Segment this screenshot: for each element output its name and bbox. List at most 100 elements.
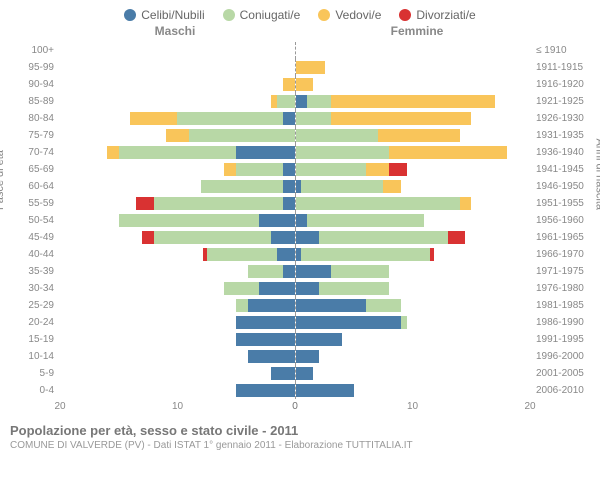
age-label: 80-84	[8, 110, 60, 127]
bar-female	[296, 112, 531, 125]
bar-male	[60, 129, 295, 142]
bar-seg-co	[307, 214, 424, 227]
bar-seg-v	[130, 112, 177, 125]
bar-seg-co	[296, 146, 390, 159]
age-label: 85-89	[8, 93, 60, 110]
male-pane	[60, 212, 296, 229]
bar-seg-co	[296, 163, 366, 176]
pyramid-row: 80-841926-1930	[8, 110, 592, 127]
birth-label: 1961-1965	[530, 229, 592, 246]
bar-seg-c	[296, 333, 343, 346]
bar-female	[296, 214, 531, 227]
bar-seg-co	[248, 265, 283, 278]
bar-seg-v	[296, 61, 325, 74]
bar-female	[296, 265, 531, 278]
bar-seg-c	[236, 333, 295, 346]
female-pane	[296, 297, 531, 314]
bar-seg-co	[154, 197, 283, 210]
pyramid-row: 10-141996-2000	[8, 348, 592, 365]
male-pane	[60, 93, 296, 110]
bar-seg-v	[283, 78, 295, 91]
male-pane	[60, 144, 296, 161]
pyramid-row: 60-641946-1950	[8, 178, 592, 195]
male-pane	[60, 229, 296, 246]
bar-female	[296, 61, 531, 74]
caption-sub: COMUNE DI VALVERDE (PV) - Dati ISTAT 1° …	[10, 438, 590, 451]
bar-seg-co	[119, 146, 236, 159]
age-label: 60-64	[8, 178, 60, 195]
age-label: 95-99	[8, 59, 60, 76]
bar-seg-co	[366, 299, 401, 312]
birth-label: 1966-1970	[530, 246, 592, 263]
bar-seg-v	[378, 129, 460, 142]
birth-label: 2001-2005	[530, 365, 592, 382]
bar-female	[296, 78, 531, 91]
birth-label: 1956-1960	[530, 212, 592, 229]
female-pane	[296, 195, 531, 212]
bar-seg-co	[236, 299, 248, 312]
bar-seg-co	[119, 214, 260, 227]
age-label: 90-94	[8, 76, 60, 93]
age-label: 20-24	[8, 314, 60, 331]
age-label: 0-4	[8, 382, 60, 399]
bar-seg-c	[283, 180, 295, 193]
age-label: 25-29	[8, 297, 60, 314]
female-pane	[296, 144, 531, 161]
bar-seg-v	[166, 129, 189, 142]
birth-label: 1921-1925	[530, 93, 592, 110]
male-pane	[60, 195, 296, 212]
bar-seg-v	[383, 180, 401, 193]
male-pane	[60, 42, 296, 59]
bar-seg-c	[296, 350, 319, 363]
bar-seg-d	[448, 231, 466, 244]
age-label: 70-74	[8, 144, 60, 161]
bar-seg-c	[283, 112, 295, 125]
bar-female	[296, 350, 531, 363]
female-pane	[296, 127, 531, 144]
bar-female	[296, 197, 531, 210]
bar-seg-co	[201, 180, 283, 193]
bar-male	[60, 350, 295, 363]
legend-label: Vedovi/e	[335, 8, 381, 22]
age-label: 10-14	[8, 348, 60, 365]
pyramid-row: 70-74 1936-1940	[8, 144, 592, 161]
pyramid-row: 0-42006-2010	[8, 382, 592, 399]
bar-seg-c	[248, 299, 295, 312]
bar-seg-co	[189, 129, 295, 142]
bar-male	[60, 265, 295, 278]
bar-seg-c	[236, 384, 295, 397]
bar-seg-c	[296, 95, 308, 108]
female-pane	[296, 178, 531, 195]
bar-seg-co	[301, 248, 430, 261]
caption: Popolazione per età, sesso e stato civil…	[0, 417, 600, 451]
bar-male	[60, 248, 295, 261]
male-pane	[60, 178, 296, 195]
x-tick: 20	[54, 401, 65, 412]
bar-seg-c	[283, 265, 295, 278]
birth-label: 1936-1940	[530, 144, 592, 161]
bar-seg-v	[224, 163, 236, 176]
bar-seg-co	[224, 282, 259, 295]
male-pane	[60, 382, 296, 399]
bar-seg-co	[207, 248, 277, 261]
bar-seg-co	[296, 112, 331, 125]
bar-male	[60, 384, 295, 397]
age-label: 40-44	[8, 246, 60, 263]
bar-seg-v	[366, 163, 389, 176]
bar-female	[296, 299, 531, 312]
bar-seg-v	[296, 78, 314, 91]
birth-label: 1911-1915	[530, 59, 592, 76]
bar-male	[60, 316, 295, 329]
bar-male	[60, 333, 295, 346]
bar-male	[60, 44, 295, 57]
male-pane	[60, 331, 296, 348]
birth-label: 1971-1975	[530, 263, 592, 280]
bar-seg-c	[271, 367, 294, 380]
bar-seg-v	[460, 197, 472, 210]
pyramid-row: 45-491961-1965	[8, 229, 592, 246]
birth-label: ≤ 1910	[530, 42, 592, 59]
bar-seg-c	[296, 282, 319, 295]
pyramid-row: 85-89 1921-1925	[8, 93, 592, 110]
bar-female	[296, 163, 531, 176]
bar-seg-d	[430, 248, 434, 261]
